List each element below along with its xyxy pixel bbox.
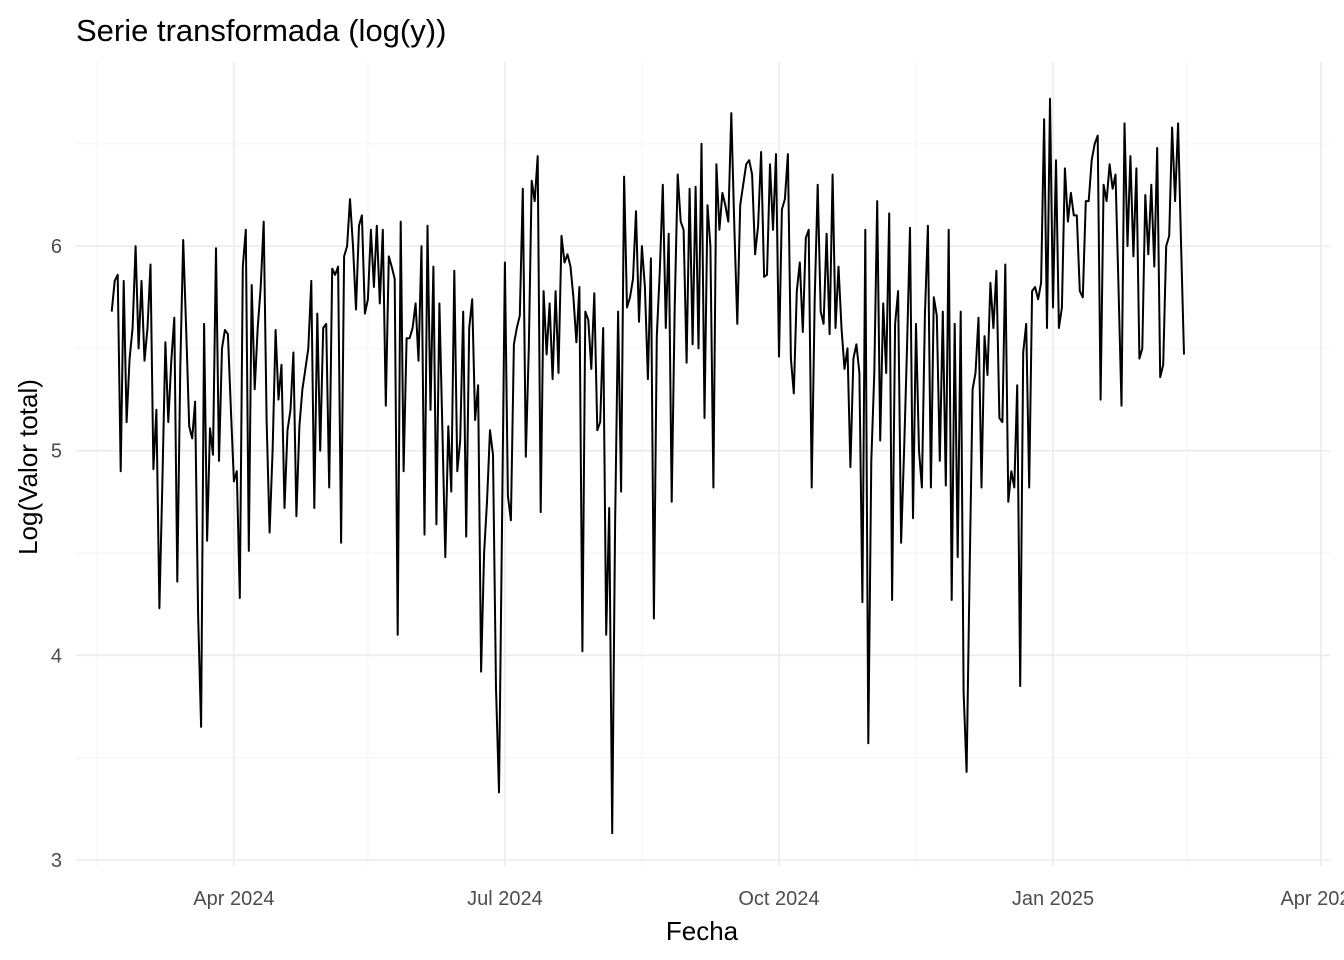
minor-grid: [76, 62, 1330, 866]
y-axis-title: Log(Valor total): [13, 379, 43, 555]
x-axis-tick-labels: Apr 2024 Jul 2024 Oct 2024 Jan 2025 Apr 2025: [193, 888, 1344, 910]
x-axis-title: Fecha: [666, 916, 739, 946]
y-axis-tick-labels: 3 4 5 6: [51, 236, 62, 872]
y-tick-label: 3: [51, 850, 62, 872]
y-tick-label: 4: [51, 645, 62, 667]
y-tick-label: 6: [51, 236, 62, 258]
series-line: [110, 97, 1185, 835]
x-tick-label: Oct 2024: [738, 888, 819, 910]
x-tick-label: Apr 2024: [193, 888, 274, 910]
x-tick-label: Apr 2025: [1280, 888, 1344, 910]
x-tick-label: Jul 2024: [467, 888, 543, 910]
major-grid: [76, 62, 1330, 866]
chart-title: Serie transformada (log(y)): [76, 13, 446, 48]
y-tick-label: 5: [51, 441, 62, 463]
x-tick-label: Jan 2025: [1012, 888, 1094, 910]
